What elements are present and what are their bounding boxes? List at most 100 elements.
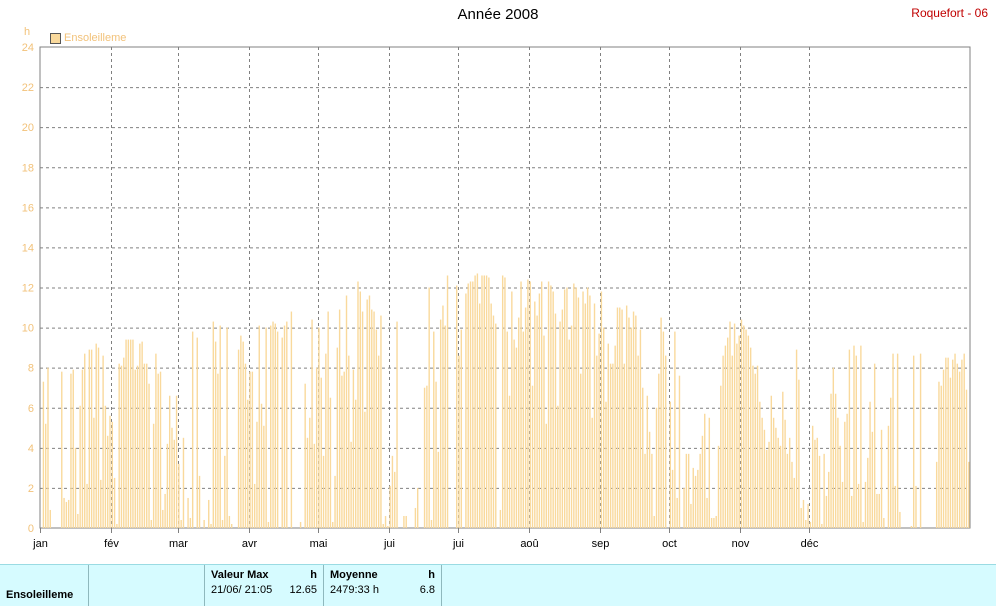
bar (573, 283, 575, 528)
bar (244, 363, 247, 528)
bar (844, 421, 846, 528)
bar (715, 515, 717, 528)
y-tick-label: 18 (22, 162, 34, 174)
bar (320, 377, 322, 528)
bar (481, 275, 483, 528)
bar (403, 515, 405, 528)
bar (430, 519, 433, 528)
bar (93, 417, 95, 528)
bar (701, 435, 704, 528)
bar (240, 335, 242, 528)
bar (157, 373, 159, 528)
bar (802, 499, 805, 528)
bar (522, 331, 525, 528)
bar (628, 317, 630, 528)
x-tick-label: mar (169, 538, 188, 550)
chart-bars (42, 273, 970, 529)
bar (364, 411, 366, 528)
x-tick-label: nov (732, 538, 750, 550)
bar (867, 457, 869, 528)
bar (756, 365, 759, 528)
bar (717, 445, 720, 528)
bar (570, 325, 573, 528)
bar (589, 295, 591, 528)
bar (265, 327, 267, 528)
bar (70, 373, 72, 528)
bar (171, 427, 173, 528)
bar (377, 355, 380, 528)
bar (322, 455, 325, 528)
bar (318, 327, 320, 528)
bar (251, 371, 254, 528)
bar (896, 353, 899, 528)
bar (325, 353, 327, 528)
bar (120, 365, 123, 528)
bar (655, 407, 658, 528)
bar (343, 371, 345, 528)
bar (478, 303, 481, 528)
avg-unit: h (428, 569, 435, 581)
bar (582, 291, 584, 528)
max-value: 12.65 (289, 584, 317, 596)
bar (175, 395, 178, 528)
bar (612, 363, 614, 528)
bar (935, 461, 938, 528)
bar (676, 497, 678, 528)
bar (945, 357, 947, 528)
bar (747, 335, 750, 528)
bar (253, 483, 256, 528)
bar (414, 507, 417, 528)
x-tick-label: fév (104, 538, 119, 550)
bar (632, 311, 635, 528)
bar (366, 299, 368, 528)
bar (143, 363, 146, 528)
bar (809, 521, 812, 528)
bar (352, 369, 355, 528)
bar (237, 349, 240, 528)
bar (566, 287, 568, 528)
bar (72, 369, 74, 528)
bar (873, 363, 876, 528)
bar (416, 487, 419, 528)
bar (63, 497, 65, 528)
x-tick-label: déc (801, 538, 819, 550)
bar (350, 441, 352, 528)
y-tick-label: 12 (22, 283, 34, 295)
bar (384, 515, 387, 528)
bar (180, 519, 182, 528)
bar (88, 349, 91, 528)
bar (520, 281, 522, 528)
bar (100, 479, 102, 528)
bar (961, 359, 963, 528)
bar (704, 413, 706, 528)
bar (625, 305, 628, 528)
bar (428, 287, 430, 528)
legend-label: Ensoleilleme (64, 32, 127, 44)
bar (150, 519, 153, 528)
bar (504, 277, 506, 528)
bar (538, 293, 541, 528)
y-tick-label: 4 (28, 443, 34, 455)
bar (472, 281, 474, 528)
bar (965, 389, 968, 528)
bar (722, 355, 724, 528)
bar (658, 373, 660, 528)
x-tick-label: jan (32, 538, 48, 550)
bar (460, 329, 463, 528)
bar (391, 455, 394, 528)
bar (754, 373, 756, 528)
bar (609, 363, 612, 528)
bar (912, 355, 915, 528)
y-tick-label: 6 (28, 403, 34, 415)
max-time: 21:05 (244, 584, 273, 596)
bar (247, 399, 249, 528)
bar (616, 307, 619, 528)
bar (713, 517, 715, 528)
bar (123, 357, 125, 528)
bar (106, 435, 109, 528)
y-tick-label: 16 (22, 202, 34, 214)
bar (166, 443, 169, 528)
bar (256, 421, 258, 528)
bar (456, 285, 458, 528)
